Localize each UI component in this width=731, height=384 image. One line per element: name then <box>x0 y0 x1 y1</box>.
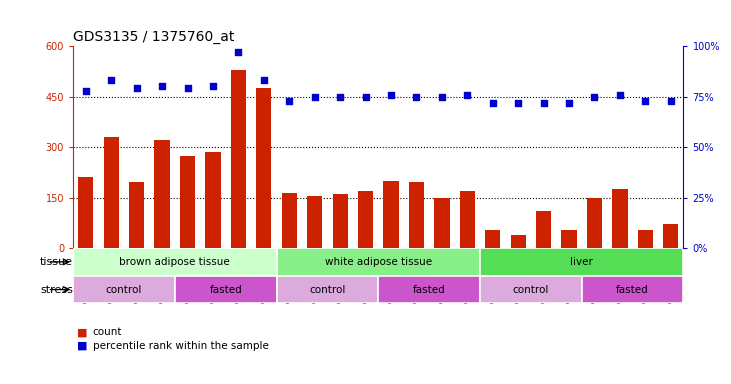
Bar <box>536 211 551 248</box>
Text: control: control <box>512 285 549 295</box>
Point <box>360 94 371 100</box>
Bar <box>333 194 348 248</box>
Bar <box>587 198 602 248</box>
Bar <box>180 157 195 248</box>
Bar <box>276 248 480 276</box>
Bar <box>129 182 144 248</box>
Point <box>665 98 677 104</box>
Bar <box>175 276 276 303</box>
Bar <box>582 276 683 303</box>
Text: percentile rank within the sample: percentile rank within the sample <box>93 341 269 351</box>
Bar <box>434 198 450 248</box>
Point <box>232 49 244 55</box>
Bar <box>307 196 322 248</box>
Bar <box>78 177 94 248</box>
Bar <box>613 189 627 248</box>
Point <box>487 99 499 106</box>
Text: ■: ■ <box>77 341 87 351</box>
Text: brown adipose tissue: brown adipose tissue <box>119 257 230 267</box>
Point <box>385 91 397 98</box>
Bar <box>460 191 475 248</box>
Point <box>105 77 117 83</box>
Bar <box>231 70 246 248</box>
Bar <box>205 152 221 248</box>
Bar <box>154 140 170 248</box>
Text: stress: stress <box>40 285 73 295</box>
Text: fasted: fasted <box>616 285 649 295</box>
Bar <box>276 276 379 303</box>
Point <box>411 94 423 100</box>
Point <box>80 88 91 94</box>
Bar <box>281 192 297 248</box>
Bar <box>256 88 271 248</box>
Point <box>182 85 194 91</box>
Bar <box>379 276 480 303</box>
Point <box>258 77 270 83</box>
Bar <box>561 230 577 248</box>
Bar <box>73 276 175 303</box>
Bar <box>104 137 119 248</box>
Point <box>563 99 575 106</box>
Text: count: count <box>93 327 122 337</box>
Point <box>512 99 524 106</box>
Point <box>538 99 550 106</box>
Point <box>334 94 346 100</box>
Point <box>131 85 143 91</box>
Bar <box>73 248 276 276</box>
Point <box>207 83 219 89</box>
Point <box>640 98 651 104</box>
Text: liver: liver <box>570 257 593 267</box>
Bar <box>637 230 653 248</box>
Bar <box>358 191 374 248</box>
Bar <box>510 235 526 248</box>
Text: tissue: tissue <box>40 257 73 267</box>
Text: GDS3135 / 1375760_at: GDS3135 / 1375760_at <box>73 30 235 44</box>
Text: fasted: fasted <box>413 285 445 295</box>
Text: white adipose tissue: white adipose tissue <box>325 257 432 267</box>
Bar <box>485 230 500 248</box>
Point <box>436 94 447 100</box>
Bar <box>663 225 678 248</box>
Bar <box>383 181 398 248</box>
Text: control: control <box>106 285 142 295</box>
Point <box>156 83 168 89</box>
Bar <box>480 276 582 303</box>
Point <box>284 98 295 104</box>
Text: fasted: fasted <box>209 285 242 295</box>
Bar <box>480 248 683 276</box>
Point <box>614 91 626 98</box>
Text: control: control <box>309 285 346 295</box>
Bar <box>409 182 424 248</box>
Point <box>461 91 473 98</box>
Point <box>588 94 600 100</box>
Text: ■: ■ <box>77 327 87 337</box>
Point <box>309 94 321 100</box>
